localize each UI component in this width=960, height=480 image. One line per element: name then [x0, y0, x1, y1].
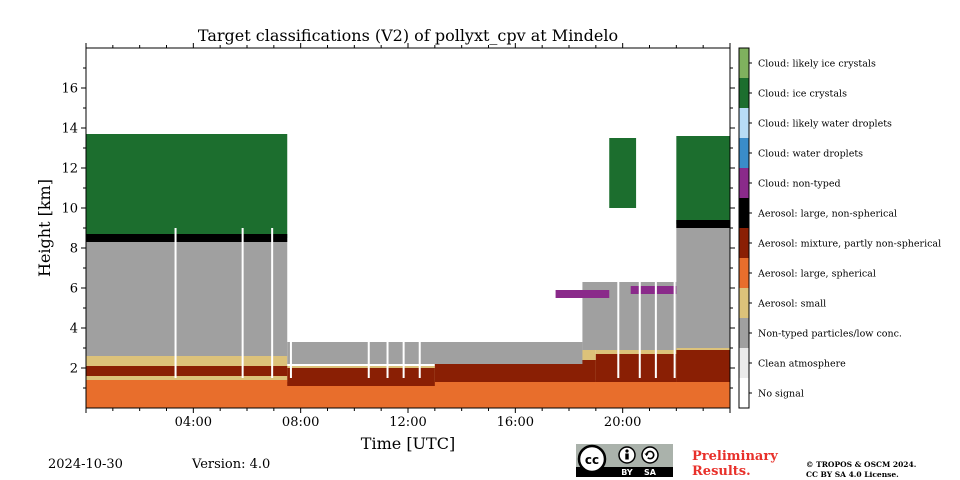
- no-signal-gap: [174, 228, 177, 378]
- layer-cloud-ice-crystals: [676, 136, 730, 224]
- svg-text:cc: cc: [585, 453, 599, 467]
- layer-cloud-non-typed: [555, 290, 610, 298]
- y-tick-label: 14: [61, 122, 78, 137]
- colorbar-label: Cloud: likely water droplets: [758, 119, 892, 130]
- version-label: Version: 4.0: [192, 457, 271, 472]
- colorbar-swatch: [739, 138, 749, 168]
- colorbar-label: Cloud: non-typed: [758, 179, 841, 190]
- colorbar-swatch: [739, 228, 749, 258]
- preliminary-results-note: Preliminary Results.: [692, 449, 778, 479]
- y-tick-label: 8: [70, 242, 78, 257]
- layer-aerosol-large-non-spherical: [86, 234, 288, 242]
- y-tick-label: 4: [70, 322, 78, 337]
- layer-non-typed-particles-low-conc: [287, 342, 583, 364]
- x-tick-label: 20:00: [604, 415, 641, 430]
- preliminary-line-2: Results.: [692, 464, 751, 479]
- colorbar-label: Aerosol: large, spherical: [757, 269, 876, 280]
- cc-by-label: BY: [621, 468, 633, 477]
- no-signal-gap: [241, 228, 244, 378]
- colorbar-swatch: [739, 378, 749, 408]
- y-tick-label: 12: [61, 162, 78, 177]
- colorbar-label: Cloud: water droplets: [758, 149, 863, 160]
- x-tick-label: 16:00: [497, 415, 534, 430]
- copyright-notice: © TROPOS & OSCM 2024. CC BY SA 4.0 Licen…: [806, 460, 916, 480]
- y-tick-label: 16: [61, 82, 78, 97]
- layer-cloud-non-typed: [630, 286, 677, 294]
- layer-aerosol-mixture-partly-non-spherical: [676, 350, 730, 382]
- colorbar-label: Clean atmosphere: [758, 359, 846, 370]
- y-tick-label: 2: [70, 362, 78, 377]
- no-signal-gaps: [174, 228, 676, 378]
- colorbar-label: Cloud: ice crystals: [758, 89, 847, 100]
- y-tick-label: 10: [61, 202, 78, 217]
- colorbar-label: Aerosol: mixture, partly non-spherical: [757, 239, 941, 250]
- x-tick-label: 04:00: [175, 415, 212, 430]
- no-signal-gap: [673, 228, 676, 378]
- y-axis-label: Height [km]: [35, 179, 54, 277]
- colorbar-label: Aerosol: large, non-spherical: [757, 209, 897, 220]
- measurement-date: 2024-10-30: [48, 457, 123, 472]
- chart-title: Target classifications (V2) of pollyxt_c…: [198, 26, 618, 45]
- colorbar-label: Aerosol: small: [757, 299, 826, 310]
- layer-non-typed-particles-low-conc: [676, 224, 730, 348]
- x-tick-label: 12:00: [389, 415, 426, 430]
- cc-icon: [577, 444, 607, 474]
- colorbar-label: No signal: [758, 389, 804, 400]
- colorbar-swatch: [739, 288, 749, 318]
- y-tick-label: 6: [70, 282, 78, 297]
- class-colorbar: Cloud: likely ice crystals Cloud: ice cry…: [738, 47, 941, 409]
- layer-aerosol-large-non-spherical: [676, 220, 730, 228]
- colorbar-swatch: [739, 198, 749, 228]
- cc-by-sa-badge[interactable]: cc BY SA: [576, 444, 673, 477]
- x-axis: 04:00 08:00 12:00 16:00 20:00: [85, 43, 731, 430]
- colorbar-swatch: [739, 348, 749, 378]
- no-signal-gap: [386, 228, 389, 378]
- layer-aerosol-mixture-partly-non-spherical: [287, 368, 435, 386]
- no-signal-gap: [402, 228, 405, 378]
- x-tick-label: 08:00: [282, 415, 319, 430]
- preliminary-line-1: Preliminary: [692, 449, 778, 464]
- colorbar-label: Cloud: likely ice crystals: [758, 59, 876, 70]
- no-signal-gap: [654, 228, 657, 378]
- no-signal-gap: [418, 228, 421, 378]
- colorbar-frame: [738, 47, 750, 409]
- no-signal-gap: [289, 228, 292, 378]
- layer-aerosol-mixture-partly-non-spherical: [86, 366, 288, 376]
- no-signal-gap: [638, 228, 641, 378]
- colorbar-swatch: [739, 168, 749, 198]
- x-axis-label: Time [UTC]: [361, 434, 455, 453]
- layer-non-typed-particles-low-conc: [86, 238, 288, 356]
- colorbar-swatch: [739, 108, 749, 138]
- no-signal-gap: [617, 228, 620, 378]
- copyright-line-2: CC BY SA 4.0 License.: [806, 470, 899, 479]
- colorbar-swatch: [739, 48, 749, 78]
- copyright-line-1: © TROPOS & OSCM 2024.: [806, 460, 917, 469]
- cc-sa-label: SA: [644, 468, 657, 477]
- y-axis: 2 4 6 8 10 12 14 16: [61, 67, 735, 389]
- layer-cloud-ice-crystals: [86, 134, 288, 238]
- no-signal-gap: [367, 228, 370, 378]
- layer-aerosol-mixture-partly-non-spherical: [595, 354, 677, 382]
- layer-aerosol-mixture-partly-non-spherical: [434, 360, 596, 382]
- colorbar-label: Non-typed particles/low conc.: [758, 329, 902, 340]
- plot-area: [85, 47, 731, 409]
- colorbar-swatch: [739, 318, 749, 348]
- colorbar-swatch: [739, 78, 749, 108]
- sa-share-icon: [641, 446, 659, 464]
- layer-cloud-ice-crystals: [609, 138, 637, 208]
- no-signal-gap: [271, 228, 274, 378]
- colorbar-swatch: [739, 258, 749, 288]
